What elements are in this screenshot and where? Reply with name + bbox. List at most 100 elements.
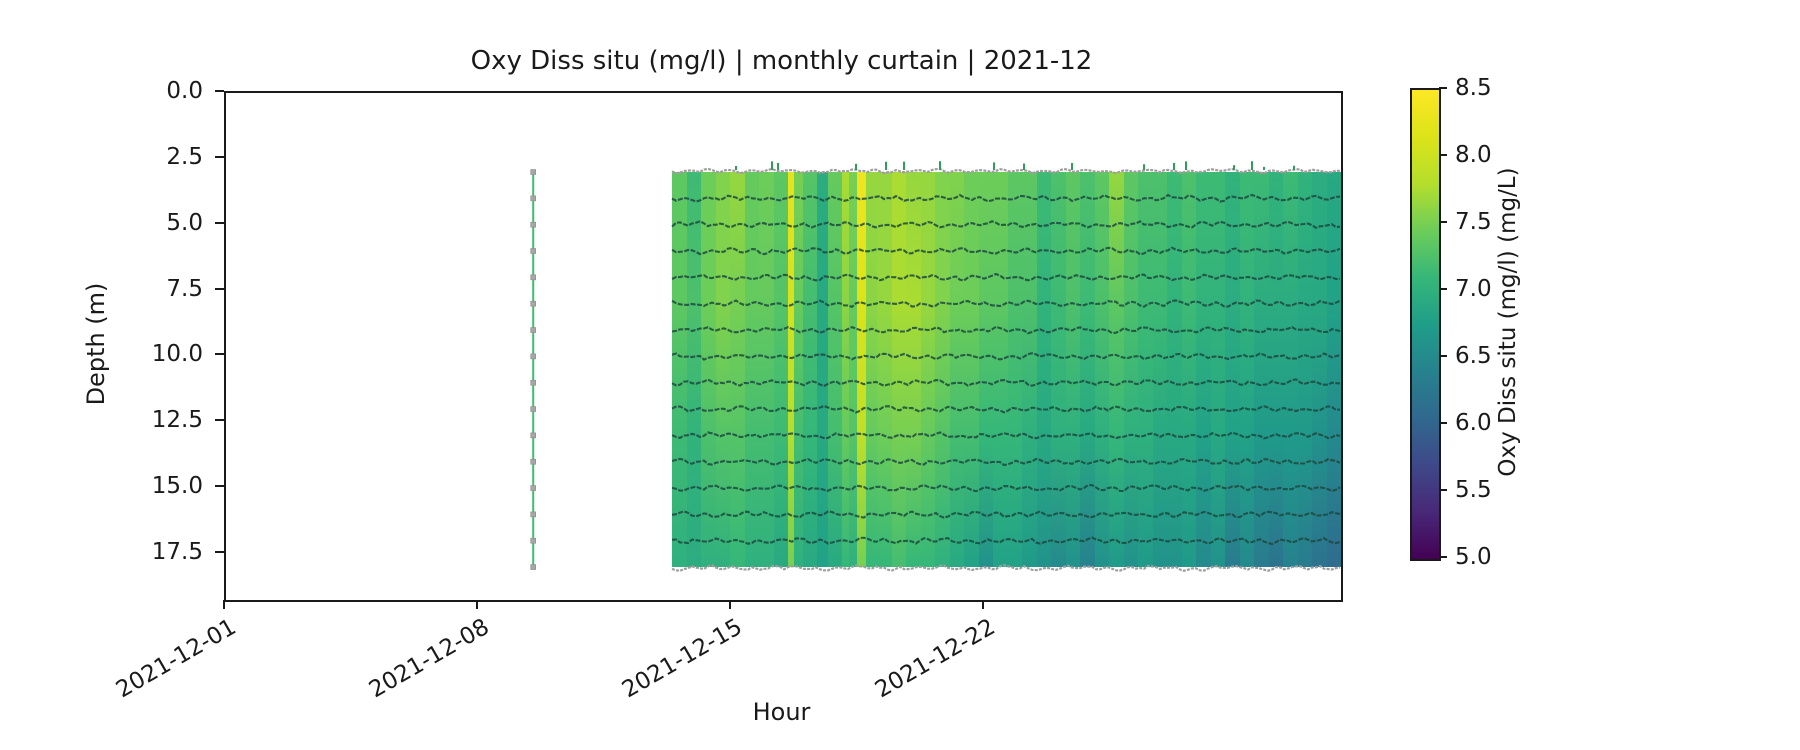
heatmap-column [1022,172,1038,568]
heatmap-column [842,172,850,568]
profile-marker [530,511,537,518]
sensor-trace-line [671,299,1341,308]
heatmap-column [701,172,717,568]
curtain-bottom-boundary [671,564,1341,572]
heatmap-column [1269,172,1284,568]
profile-marker [530,274,537,281]
y-tick-mark [215,155,224,158]
x-tick-mark [981,600,984,609]
colorbar-tick-label: 7.0 [1455,276,1492,302]
colorbar-tick-label: 6.5 [1455,343,1492,369]
chart-title: Oxy Diss situ (mg/l) | monthly curtain |… [470,46,1093,76]
heatmap-column [672,172,688,568]
heatmap-column [921,172,936,568]
heatmap-column [950,172,965,568]
heatmap-column [906,172,922,568]
y-tick-mark [215,419,224,422]
heatmap-column [1327,172,1341,568]
profile-marker [530,379,537,386]
y-tick-mark [215,353,224,356]
heatmap-column [866,172,878,568]
heatmap-column [1196,172,1212,568]
x-tick-mark [728,600,731,609]
y-tick-label: 7.5 [166,275,203,302]
sensor-trace-line [671,457,1341,467]
heatmap-column [979,172,994,568]
heatmap-column [817,172,829,568]
heatmap-column [857,172,867,568]
profile-marker [530,221,537,228]
heatmap-column [877,172,893,568]
profile-marker [530,327,537,333]
sensor-trace-line [671,193,1341,203]
sensor-trace-line [671,431,1341,440]
heatmap-column [759,172,775,568]
colorbar-tick-label: 8.0 [1455,142,1492,168]
sensor-trace-line [671,246,1341,256]
profile-marker [530,537,537,544]
y-tick-label: 12.5 [151,407,203,434]
profile-marker [530,248,537,254]
sensor-trace-line [671,404,1341,414]
heatmap-column [794,172,804,568]
heatmap-column [1095,172,1110,568]
sensor-trace-line [671,325,1341,335]
curtain-top-boundary [671,167,1341,175]
colorbar-tick-mark [1439,489,1447,491]
heatmap-column [687,172,702,568]
x-axis-label: Hour [752,698,811,726]
profile-marker [530,300,537,307]
y-tick-mark [215,485,224,488]
sensor-trace-line [671,510,1341,519]
x-tick-label: 2021-12-08 [365,614,494,704]
profile-marker [530,406,537,412]
sensor-trace-line [671,536,1341,546]
y-tick-label: 17.5 [151,538,203,565]
colorbar-label: Oxy Diss situ (mg/l) (mg/L) [1495,167,1521,477]
colorbar-tick-label: 5.5 [1455,477,1492,503]
colorbar-tick-mark [1439,422,1447,424]
heatmap-column [788,172,795,568]
x-tick-mark [223,600,225,609]
heatmap-column [803,172,818,568]
heatmap-column [1225,172,1241,568]
profile-marker [530,458,537,465]
x-tick-mark [475,600,478,609]
colorbar-tick-mark [1439,355,1447,357]
y-tick-label: 15.0 [151,473,203,500]
profile-marker [530,169,537,175]
heatmap-column [964,172,980,568]
colorbar-tick-label: 6.0 [1455,410,1492,436]
y-tick-mark [215,90,224,92]
colorbar-tick-mark [1439,154,1447,156]
profile-marker [530,353,537,360]
colorbar-tick-mark [1439,87,1447,89]
heatmap-column [892,172,907,568]
heatmap-column [1008,172,1023,568]
heatmap-column [1254,172,1270,568]
y-axis-label: Depth (m) [82,282,110,406]
heatmap-column [1312,172,1328,568]
colorbar-tick-mark [1439,556,1447,558]
y-tick-mark [215,221,224,224]
profile-marker [530,564,537,570]
heatmap-column [1124,172,1139,568]
sensor-trace-line [671,378,1341,388]
heatmap-column [1167,172,1183,568]
heatmap-column [1109,172,1125,568]
colorbar-tick-mark [1439,288,1447,290]
heatmap-column [1066,172,1081,568]
heatmap-column [1051,172,1067,568]
heatmap-column [774,172,789,568]
colorbar [1410,88,1441,561]
profile-marker [530,485,537,491]
profile-marker [530,432,537,439]
y-tick-mark [215,550,224,553]
heatmap-column [1283,172,1299,568]
heatmap-column [745,172,760,568]
colorbar-tick-label: 7.5 [1455,209,1492,235]
heatmap-column [716,172,731,568]
heatmap-column [730,172,746,568]
heatmap-column [828,172,843,568]
